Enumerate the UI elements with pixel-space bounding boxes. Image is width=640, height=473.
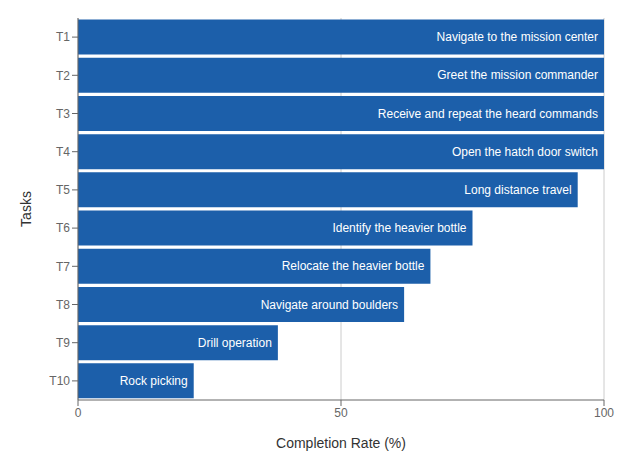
svg-text:T6: T6 <box>56 221 70 235</box>
svg-text:0: 0 <box>75 406 82 420</box>
svg-text:Relocate the heavier bottle: Relocate the heavier bottle <box>282 259 425 273</box>
svg-text:T8: T8 <box>56 298 70 312</box>
svg-text:100: 100 <box>594 406 614 420</box>
svg-text:T3: T3 <box>56 107 70 121</box>
svg-text:Tasks: Tasks <box>18 191 34 227</box>
svg-text:Open the hatch door switch: Open the hatch door switch <box>452 145 598 159</box>
svg-text:Long distance travel: Long distance travel <box>464 183 571 197</box>
svg-text:T10: T10 <box>49 374 70 388</box>
svg-text:Navigate to the mission center: Navigate to the mission center <box>437 30 598 44</box>
svg-text:T2: T2 <box>56 69 70 83</box>
svg-text:Drill operation: Drill operation <box>198 336 272 350</box>
svg-text:Identify the heavier bottle: Identify the heavier bottle <box>332 221 466 235</box>
svg-text:T1: T1 <box>56 30 70 44</box>
svg-text:T4: T4 <box>56 145 70 159</box>
svg-text:Navigate around boulders: Navigate around boulders <box>261 298 398 312</box>
svg-text:Greet the mission commander: Greet the mission commander <box>437 68 598 82</box>
svg-text:Receive and repeat the heard c: Receive and repeat the heard commands <box>378 107 598 121</box>
svg-text:T5: T5 <box>56 183 70 197</box>
svg-text:T9: T9 <box>56 336 70 350</box>
svg-text:Completion Rate (%): Completion Rate (%) <box>276 435 406 451</box>
svg-text:T7: T7 <box>56 260 70 274</box>
svg-text:50: 50 <box>334 406 348 420</box>
svg-text:Rock picking: Rock picking <box>120 374 188 388</box>
